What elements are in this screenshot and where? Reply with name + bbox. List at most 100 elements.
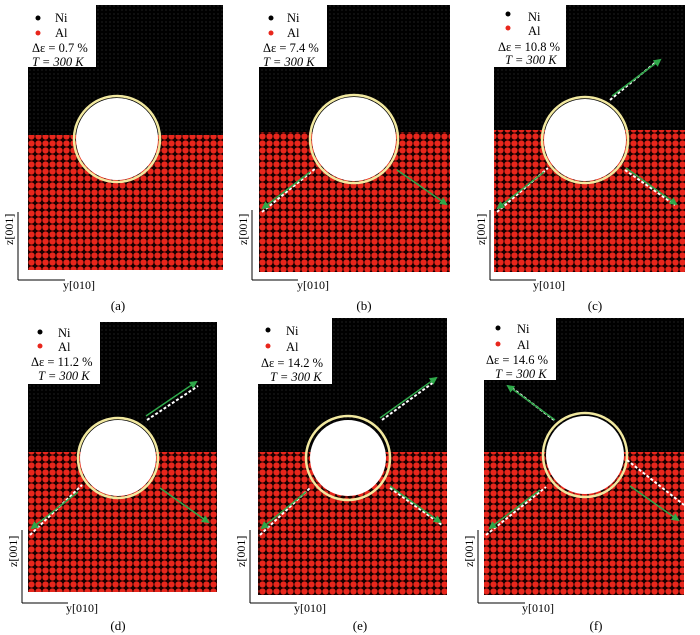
panel-b-red-region bbox=[259, 132, 450, 272]
panel-d-ni-marker bbox=[37, 329, 43, 335]
panel-c-al-label: Al bbox=[528, 24, 541, 38]
panel-c-temperature: T = 300 K bbox=[505, 53, 557, 67]
panel-d-bond-top bbox=[146, 385, 199, 421]
panel-f-y-label: y[010] bbox=[522, 601, 554, 615]
panel-a-temperature: T = 300 K bbox=[32, 55, 84, 69]
panel-a-ni-marker bbox=[35, 15, 41, 21]
panel-f: Ni Al Δε = 14.6 % T = 300 K z[001] y[010… bbox=[462, 318, 685, 633]
panel-d-strain: Δε = 11.2 % bbox=[31, 355, 93, 369]
panel-a-z-label: z[001] bbox=[2, 214, 16, 245]
panel-a-strain: Δε = 0.7 % bbox=[32, 41, 88, 55]
panel-e-red-region bbox=[258, 452, 447, 595]
panel-f-arrow-top bbox=[506, 384, 556, 421]
panel-c-bond-right bbox=[624, 169, 676, 206]
panel-c: Ni Al Δε = 10.8 % T = 300 K z[001] y[010… bbox=[474, 5, 685, 313]
panel-e-y-label: y[010] bbox=[294, 601, 326, 615]
panel-e-al-label: Al bbox=[286, 340, 299, 354]
panel-d-al-marker bbox=[37, 343, 43, 349]
panel-c-arrow-right bbox=[625, 167, 678, 206]
panel-f-circle bbox=[541, 411, 629, 499]
panel-e: Ni Al Δε = 14.2 % T = 300 K z[001] y[010… bbox=[234, 318, 447, 633]
panel-f-bond-right bbox=[626, 459, 685, 506]
panel-c-arrow-top bbox=[611, 58, 662, 97]
panel-a-circle bbox=[72, 94, 162, 184]
panel-a-legend-box bbox=[28, 5, 96, 67]
panel-f-ni-label: Ni bbox=[517, 322, 530, 336]
panel-e-caption: (e) bbox=[353, 618, 367, 633]
panel-e-ni-label: Ni bbox=[286, 324, 299, 338]
panel-e-legend-box bbox=[258, 318, 332, 384]
panel-c-z-label: z[001] bbox=[474, 214, 488, 245]
panel-b-y-label: y[010] bbox=[297, 278, 329, 292]
panel-d-arrow-top bbox=[145, 380, 198, 417]
panel-f-strain: Δε = 14.6 % bbox=[486, 353, 548, 367]
panel-c-arrow-left bbox=[496, 171, 545, 210]
panel-d-arrow-left bbox=[30, 491, 79, 530]
panel-d-z-label: z[001] bbox=[6, 536, 20, 567]
panel-e-bond-top bbox=[381, 381, 435, 421]
panel-d-red-region bbox=[28, 452, 217, 592]
panel-a-y-label: y[010] bbox=[63, 278, 95, 292]
panel-f-red-region bbox=[484, 452, 684, 595]
panel-a-caption: (a) bbox=[111, 298, 125, 313]
panel-a-al-marker bbox=[35, 30, 41, 36]
panel-d-void bbox=[80, 420, 156, 496]
panel-b-arrow-left bbox=[261, 171, 311, 210]
panel-a-ni-label: Ni bbox=[55, 11, 68, 25]
panel-b-legend-box bbox=[259, 5, 327, 67]
panel-a-red-region bbox=[28, 135, 223, 270]
panel-e-z-label: z[001] bbox=[234, 536, 248, 567]
panel-d-ni-label: Ni bbox=[58, 326, 71, 340]
panel-f-al-label: Al bbox=[517, 338, 530, 352]
panel-b-temperature: T = 300 K bbox=[263, 55, 315, 69]
panel-b-ni-label: Ni bbox=[287, 11, 300, 25]
panel-d-arrow-right bbox=[159, 487, 210, 524]
panel-b: Ni Al Δε = 7.4 % T = 300 K z[001] y[010]… bbox=[236, 5, 450, 313]
panel-c-al-marker bbox=[505, 25, 511, 31]
panel-b-z-label: z[001] bbox=[236, 214, 250, 245]
panel-d-circle bbox=[76, 416, 160, 500]
panel-d-al-label: Al bbox=[58, 340, 71, 354]
panel-c-strain: Δε = 10.8 % bbox=[498, 40, 560, 54]
panel-b-circle bbox=[308, 93, 400, 185]
panel-b-strain: Δε = 7.4 % bbox=[263, 41, 319, 55]
panel-d: Ni Al Δε = 11.2 % T = 300 K z[001] y[010… bbox=[6, 322, 217, 633]
panel-e-circle bbox=[304, 414, 392, 502]
panel-c-ni-label: Ni bbox=[528, 10, 541, 24]
panel-a: Ni Al Δε = 0.7 % T = 300 K z[001] y[010]… bbox=[2, 5, 223, 313]
panel-c-circle bbox=[540, 95, 630, 185]
panel-c-ni-marker bbox=[505, 11, 511, 17]
panel-c-y-label: y[010] bbox=[533, 278, 565, 292]
panel-d-caption: (d) bbox=[110, 618, 125, 633]
panel-e-arrow-right bbox=[389, 485, 442, 524]
panel-f-void bbox=[546, 416, 624, 494]
panel-f-z-label: z[001] bbox=[462, 536, 476, 567]
panel-b-bond-left bbox=[261, 167, 317, 213]
panel-b-void bbox=[312, 97, 396, 181]
panel-d-y-label: y[010] bbox=[66, 601, 98, 615]
panel-b-al-label: Al bbox=[287, 26, 300, 40]
panel-e-al-marker bbox=[265, 343, 271, 349]
panel-a-void bbox=[76, 98, 158, 180]
panel-b-al-marker bbox=[268, 30, 274, 36]
panel-f-caption: (f) bbox=[590, 618, 603, 633]
panel-c-red-region bbox=[494, 130, 685, 272]
panel-e-temperature: T = 300 K bbox=[270, 370, 322, 384]
panel-c-void bbox=[544, 99, 626, 181]
panel-b-arrow-right bbox=[396, 169, 448, 206]
panel-e-bond-right bbox=[389, 487, 443, 526]
panel-f-ni-marker bbox=[495, 325, 501, 331]
panel-e-ni-marker bbox=[265, 327, 271, 333]
panel-b-caption: (b) bbox=[356, 298, 371, 313]
panel-e-arrow-top bbox=[379, 376, 438, 419]
panel-c-caption: (c) bbox=[588, 298, 602, 313]
panel-f-arrow-left bbox=[488, 489, 541, 530]
panel-a-al-label: Al bbox=[55, 26, 68, 40]
panel-f-al-marker bbox=[495, 341, 501, 347]
panel-e-strain: Δε = 14.2 % bbox=[261, 356, 323, 370]
panel-e-void bbox=[310, 420, 386, 496]
panel-f-temperature: T = 300 K bbox=[495, 367, 547, 381]
panel-b-ni-marker bbox=[268, 15, 274, 21]
panel-f-arrow-right bbox=[629, 485, 680, 522]
